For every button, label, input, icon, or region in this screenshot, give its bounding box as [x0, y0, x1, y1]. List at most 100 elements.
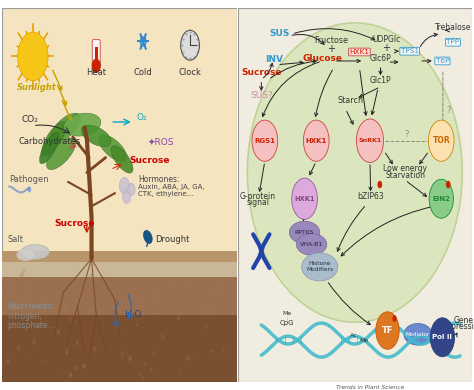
FancyBboxPatch shape [2, 262, 237, 382]
Circle shape [142, 300, 143, 303]
Circle shape [209, 308, 211, 312]
Text: CTK, ethylene...: CTK, ethylene... [138, 191, 194, 197]
FancyBboxPatch shape [95, 47, 98, 60]
Circle shape [252, 120, 278, 161]
Text: Me: Me [283, 311, 292, 316]
Ellipse shape [289, 221, 320, 244]
Circle shape [181, 30, 200, 60]
Text: EIN2: EIN2 [432, 196, 450, 202]
Circle shape [206, 307, 210, 312]
Circle shape [177, 315, 180, 320]
Circle shape [151, 368, 153, 371]
Text: Mediator: Mediator [406, 332, 430, 337]
Ellipse shape [46, 138, 76, 170]
Text: RPT6S: RPT6S [295, 230, 314, 235]
Circle shape [194, 354, 195, 357]
Ellipse shape [51, 113, 81, 142]
Circle shape [7, 287, 10, 292]
Circle shape [124, 331, 126, 333]
Text: O₂: O₂ [136, 113, 147, 122]
FancyBboxPatch shape [2, 315, 237, 382]
Text: Me: Me [359, 338, 369, 343]
Circle shape [206, 326, 208, 328]
Text: VHA-B1: VHA-B1 [300, 242, 323, 247]
Text: Sucrose: Sucrose [129, 156, 170, 165]
Circle shape [123, 300, 125, 304]
Text: H₂O: H₂O [124, 310, 142, 319]
FancyBboxPatch shape [238, 8, 472, 382]
Circle shape [7, 359, 9, 363]
Text: phosphate...: phosphate... [7, 321, 55, 330]
Text: Pathogen: Pathogen [9, 175, 49, 184]
Text: SUS: SUS [270, 29, 290, 38]
Ellipse shape [247, 23, 462, 322]
Circle shape [136, 323, 138, 326]
Circle shape [122, 190, 131, 204]
Text: Histone
Modifiers: Histone Modifiers [306, 261, 333, 271]
Text: signal: signal [246, 198, 269, 207]
Circle shape [180, 369, 182, 372]
Text: TPS1: TPS1 [401, 48, 419, 54]
Ellipse shape [82, 125, 111, 147]
Circle shape [121, 351, 124, 356]
Text: Starch: Starch [337, 96, 363, 105]
Circle shape [152, 352, 155, 356]
Text: T6P: T6P [436, 58, 449, 64]
FancyBboxPatch shape [92, 40, 100, 66]
Circle shape [69, 374, 72, 378]
Circle shape [430, 318, 455, 357]
Text: Clock: Clock [179, 68, 201, 77]
Circle shape [119, 177, 129, 194]
Circle shape [223, 349, 225, 353]
Text: ?: ? [447, 106, 451, 115]
Circle shape [8, 321, 10, 325]
Circle shape [155, 316, 156, 318]
Circle shape [41, 360, 43, 363]
Ellipse shape [99, 135, 127, 161]
Text: Heat: Heat [86, 68, 106, 77]
Text: HXK1: HXK1 [349, 49, 369, 55]
Circle shape [143, 376, 145, 379]
Circle shape [188, 280, 190, 283]
Text: HXK1: HXK1 [306, 138, 327, 144]
Circle shape [57, 369, 60, 372]
Text: TF: TF [382, 326, 393, 335]
FancyBboxPatch shape [2, 251, 237, 262]
Text: Nutrients:: Nutrients: [7, 302, 55, 311]
Text: TPP: TPP [447, 39, 459, 45]
Circle shape [64, 304, 67, 309]
Circle shape [22, 269, 26, 274]
Circle shape [217, 279, 220, 284]
Ellipse shape [301, 253, 338, 281]
Circle shape [27, 286, 28, 289]
Circle shape [90, 273, 93, 278]
Circle shape [201, 309, 202, 312]
Text: Gene: Gene [454, 316, 474, 325]
Circle shape [446, 181, 451, 188]
Circle shape [70, 318, 71, 321]
Text: Trehalose: Trehalose [435, 23, 471, 32]
Text: Hormones:: Hormones: [138, 175, 180, 184]
Ellipse shape [42, 122, 66, 156]
Text: Cold: Cold [134, 68, 153, 77]
Circle shape [32, 339, 36, 345]
Ellipse shape [17, 249, 35, 261]
Circle shape [18, 32, 48, 81]
Text: CO₂: CO₂ [21, 115, 38, 124]
Circle shape [376, 312, 399, 349]
Text: bZIP63: bZIP63 [357, 192, 384, 201]
Circle shape [64, 305, 66, 308]
Circle shape [65, 349, 69, 355]
Text: Trends in Plant Science: Trends in Plant Science [336, 385, 404, 390]
Text: Glc6P: Glc6P [370, 54, 392, 63]
Circle shape [303, 120, 329, 161]
Text: UDPGlc: UDPGlc [372, 35, 401, 44]
Text: Sucrose: Sucrose [241, 68, 282, 77]
Ellipse shape [64, 113, 101, 136]
Text: ?: ? [404, 130, 409, 139]
Circle shape [210, 349, 213, 353]
Text: Low energy: Low energy [383, 164, 427, 173]
Text: +: + [328, 44, 336, 54]
Text: SUS?: SUS? [250, 91, 273, 100]
Text: Sunlight: Sunlight [17, 83, 56, 92]
